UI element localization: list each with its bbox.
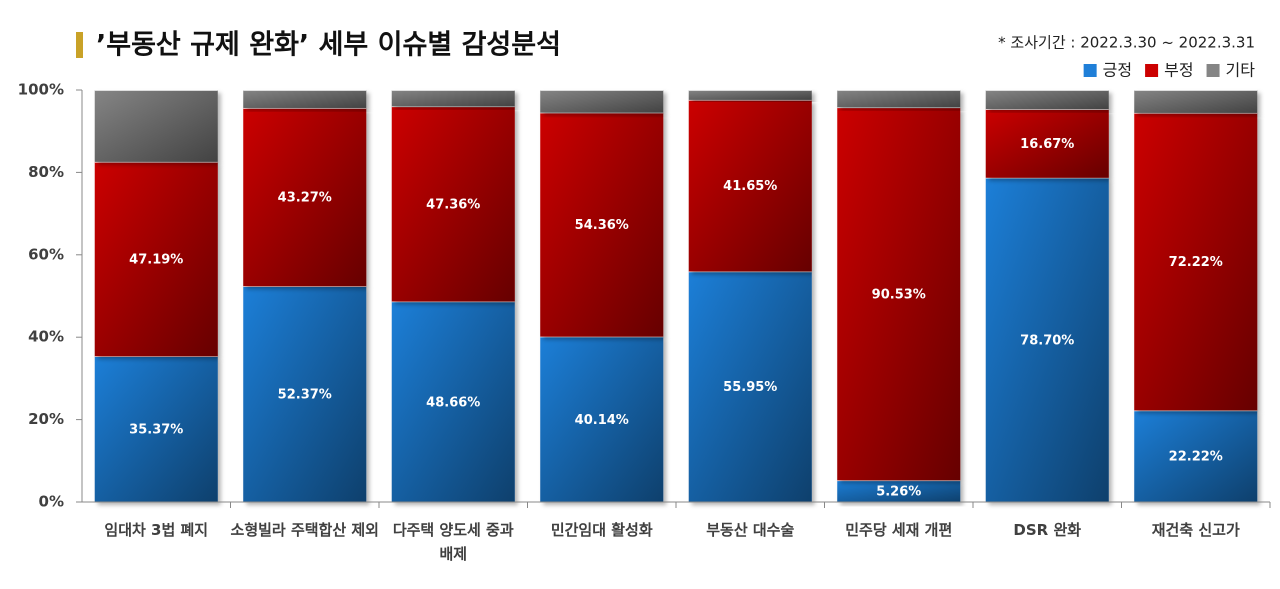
- value-label: 55.95%: [723, 380, 777, 395]
- x-tick-label: 민간임대 활성화: [550, 521, 653, 539]
- value-label: 41.65%: [723, 179, 777, 194]
- x-tick-label: 다주택 양도세 중과 배제: [392, 521, 514, 563]
- x-tick-label: 부동산 대수술: [706, 521, 795, 539]
- value-label: 22.22%: [1169, 450, 1223, 465]
- bar-segment: [837, 90, 961, 108]
- bar-segment: [1134, 90, 1258, 113]
- value-label: 52.37%: [278, 388, 332, 403]
- y-tick-label: 100%: [18, 81, 64, 99]
- y-tick-label: 60%: [28, 245, 64, 263]
- value-label: 90.53%: [872, 287, 926, 302]
- legend-label: 기타: [1226, 61, 1256, 80]
- value-label: 35.37%: [129, 423, 183, 438]
- value-label: 48.66%: [426, 395, 480, 410]
- bar-segment: [243, 90, 367, 108]
- value-label: 16.67%: [1020, 137, 1074, 152]
- bar-segment: [391, 90, 515, 107]
- bar-segment: [94, 90, 218, 162]
- x-tick-label: 민주당 세재 개편: [845, 521, 953, 539]
- x-tick-label: 소형빌라 주택합산 제외: [230, 521, 379, 539]
- bar-segment: [985, 90, 1109, 110]
- value-label: 5.26%: [876, 485, 921, 500]
- x-tick-label: 임대차 3법 폐지: [104, 521, 209, 539]
- title-marker: [76, 32, 83, 58]
- survey-note: * 조사기간 : 2022.3.30 ~ 2022.3.31: [998, 34, 1255, 52]
- x-tick-label: DSR 완화: [1013, 521, 1082, 539]
- y-tick-label: 80%: [28, 163, 64, 181]
- value-label: 47.19%: [129, 253, 183, 268]
- legend-swatch: [1083, 64, 1097, 77]
- chart-title: ’부동산 규제 완화’ 세부 이슈별 감성분석: [96, 30, 561, 61]
- legend-label: 부정: [1164, 61, 1193, 80]
- legend-swatch: [1206, 64, 1220, 77]
- value-label: 47.36%: [426, 197, 480, 212]
- legend: 기타 부정 긍정: [1083, 61, 1256, 80]
- legend-label: 긍정: [1103, 61, 1132, 80]
- y-tick-label: 0%: [39, 493, 64, 511]
- value-label: 40.14%: [575, 413, 629, 428]
- y-tick-label: 20%: [28, 410, 64, 428]
- value-label: 78.70%: [1020, 333, 1074, 348]
- bar-segment: [688, 90, 812, 100]
- legend-swatch: [1145, 64, 1159, 77]
- y-tick-label: 40%: [28, 328, 64, 346]
- x-tick-label: 재건축 신고가: [1151, 521, 1240, 539]
- value-label: 72.22%: [1169, 255, 1223, 270]
- value-label: 43.27%: [278, 191, 332, 206]
- bar-segment: [540, 90, 664, 113]
- value-label: 54.36%: [575, 218, 629, 233]
